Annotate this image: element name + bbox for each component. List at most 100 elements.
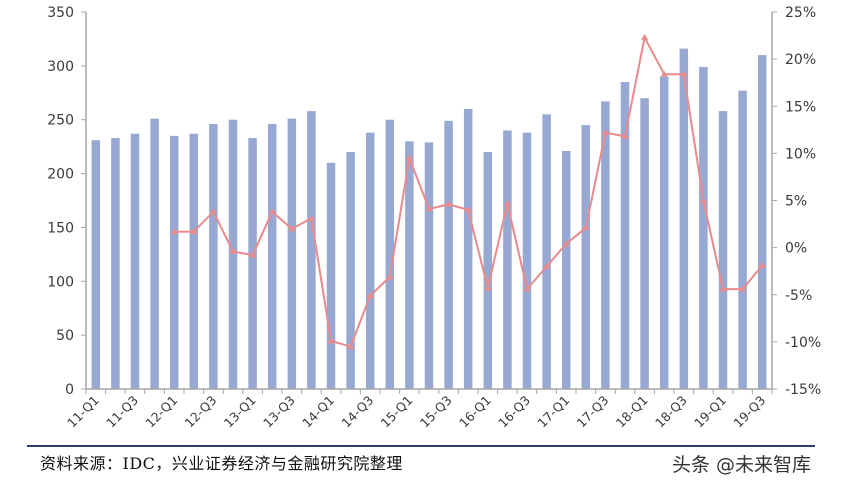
bar [346, 152, 355, 389]
bar-series [91, 48, 767, 390]
bar [130, 133, 140, 389]
bar [522, 132, 532, 389]
bar [601, 101, 610, 389]
bar [699, 66, 708, 389]
triangle-marker [347, 343, 355, 350]
right-tick-label: -5% [785, 288, 812, 304]
bar [444, 120, 453, 389]
triangle-marker [464, 206, 472, 213]
triangle-marker [660, 70, 668, 77]
x-tick-label: 18-Q1 [613, 393, 651, 431]
right-tick-label: 0% [785, 241, 807, 257]
x-tick-label: 14-Q3 [338, 393, 376, 431]
triangle-marker [503, 199, 511, 206]
bar [209, 124, 218, 389]
x-tick-label: 17-Q3 [574, 393, 612, 431]
bar [169, 135, 179, 389]
right-y-axis: -15% -10% -5% 0% 5% 10% 15% 20% 25% [771, 5, 821, 398]
bar [757, 55, 767, 389]
footer-divider [27, 445, 815, 447]
bar [424, 142, 434, 389]
triangle-marker [719, 285, 727, 292]
bar [738, 90, 747, 389]
triangle-marker [268, 208, 276, 215]
right-tick-label: 20% [785, 52, 816, 68]
left-tick-label: 250 [47, 113, 74, 129]
triangle-marker [386, 273, 394, 280]
left-tick-label: 300 [47, 59, 74, 75]
triangle-marker [582, 224, 590, 231]
bar [581, 125, 591, 389]
x-tick-label: 18-Q3 [652, 393, 690, 431]
left-tick-label: 350 [47, 5, 74, 21]
right-tick-label: -15% [785, 382, 821, 398]
bar [385, 119, 395, 389]
triangle-marker [229, 247, 237, 254]
bar [463, 108, 473, 389]
right-tick-label: 10% [785, 146, 816, 162]
bar [287, 118, 297, 389]
x-tick-label: 11-Q3 [103, 393, 141, 431]
triangle-marker [209, 208, 217, 215]
x-tick-label: 15-Q1 [378, 393, 416, 431]
line-series [170, 33, 766, 350]
triangle-marker [307, 214, 315, 221]
bar [659, 76, 669, 389]
left-tick-label: 150 [47, 220, 74, 236]
left-tick-label: 100 [47, 274, 74, 290]
triangle-marker [288, 225, 296, 232]
x-tick-label: 12-Q3 [182, 393, 220, 431]
bar [483, 152, 493, 389]
bar [189, 133, 199, 389]
triangle-marker [523, 285, 531, 292]
triangle-marker [249, 251, 257, 258]
left-y-axis: 0 50 100 150 200 250 300 350 [47, 5, 87, 398]
x-tick-label: 13-Q1 [221, 393, 259, 431]
triangle-marker [170, 228, 178, 235]
triangle-marker [190, 228, 198, 235]
combo-chart: 0 50 100 150 200 250 300 350 -15% -10% -5% 0% 5% 10%… [47, 5, 821, 431]
x-tick-label: 19-Q1 [691, 393, 729, 431]
triangle-marker [327, 337, 335, 344]
bar [503, 130, 512, 389]
bar [248, 138, 257, 389]
bar [561, 150, 571, 389]
bar [640, 98, 649, 390]
bar [718, 111, 728, 390]
triangle-marker [484, 284, 492, 291]
left-tick-label: 0 [65, 382, 74, 398]
source-note: 资料来源：IDC，兴业证券经济与金融研究院整理 [40, 454, 403, 473]
bar [365, 132, 375, 389]
bar [679, 48, 689, 389]
triangle-marker [601, 129, 609, 136]
watermark: 头条 @未来智库 [672, 454, 812, 476]
x-tick-label: 13-Q3 [260, 393, 298, 431]
right-tick-label: 25% [785, 5, 816, 21]
triangle-marker [680, 70, 688, 77]
left-tick-label: 200 [47, 167, 74, 183]
x-tick-label: 14-Q1 [299, 393, 337, 431]
bar [91, 140, 101, 389]
triangle-marker [425, 205, 433, 212]
right-tick-label: 5% [785, 194, 807, 210]
bar [326, 162, 336, 389]
bar [620, 82, 630, 389]
bar [111, 138, 120, 389]
triangle-marker [445, 200, 453, 207]
triangle-marker [366, 292, 374, 299]
bar [542, 114, 551, 389]
bar [405, 141, 414, 389]
bar [267, 124, 277, 389]
x-tick-label: 17-Q1 [534, 393, 572, 431]
triangle-marker [405, 154, 413, 161]
triangle-marker [739, 285, 747, 292]
bar [150, 118, 159, 389]
triangle-marker [562, 240, 570, 247]
right-tick-label: 15% [785, 99, 816, 115]
x-tick-label: 19-Q3 [730, 393, 768, 431]
x-axis: 11-Q1 11-Q3 12-Q1 12-Q3 13-Q1 13-Q3 14-Q1 14-Q3… [64, 388, 773, 431]
left-tick-label: 50 [56, 328, 74, 344]
x-tick-label: 15-Q3 [417, 393, 455, 431]
triangle-marker [641, 33, 649, 40]
right-tick-label: -10% [785, 335, 821, 351]
